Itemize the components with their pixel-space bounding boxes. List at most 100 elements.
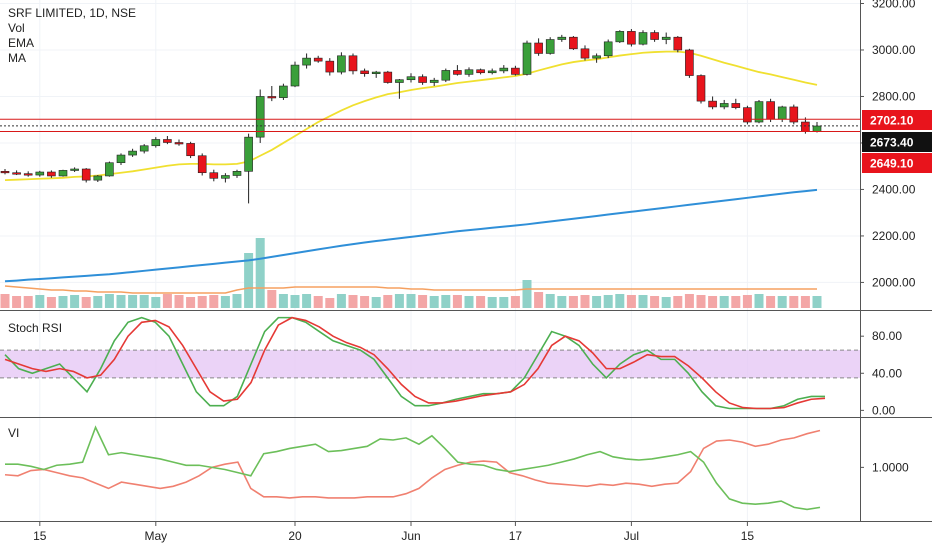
candle-body <box>244 136 253 172</box>
candle <box>650 30 659 42</box>
candle-body <box>0 171 10 174</box>
stoch-d-line <box>4 316 826 410</box>
vi-plus-line <box>5 425 821 511</box>
legend-vol[interactable]: Vol <box>8 21 25 35</box>
price-tick-label: 3000.00 <box>872 43 916 57</box>
candle-body <box>534 42 543 54</box>
candle-body <box>731 103 741 108</box>
candle <box>603 39 613 59</box>
volume-bar <box>777 296 787 308</box>
candle-body <box>673 36 683 51</box>
stoch-rsi-label[interactable]: Stoch RSI <box>8 321 63 335</box>
candle-body <box>418 76 427 83</box>
volume-bar <box>708 296 718 308</box>
symbol-title[interactable]: SRF LIMITED, 1D, NSE <box>8 6 137 20</box>
volume-bar <box>360 296 370 308</box>
candle <box>139 144 149 154</box>
vi-label[interactable]: VI <box>8 426 20 440</box>
volume-bar <box>313 296 323 308</box>
candle-body <box>696 75 706 102</box>
stoch-tick-label: 0.00 <box>872 403 896 417</box>
volume-bar <box>476 296 486 308</box>
volume-bar <box>267 290 277 308</box>
candle-body <box>290 64 300 87</box>
candle-body <box>348 55 358 72</box>
volume-bar <box>162 294 172 308</box>
price-tag-box <box>862 132 932 152</box>
candle <box>395 79 404 99</box>
volume-bar <box>742 295 752 308</box>
candle-body <box>186 143 195 157</box>
legend-ema[interactable]: EMA <box>8 36 35 50</box>
candle-body <box>719 103 729 108</box>
candle-body <box>406 76 416 81</box>
ema-line <box>4 50 818 182</box>
volume-bar <box>35 295 45 308</box>
candle-body <box>569 36 578 50</box>
candle-body <box>487 70 497 74</box>
candle <box>766 98 775 123</box>
volume-bar <box>580 295 590 308</box>
time-tick-label: Jul <box>624 529 639 543</box>
volume-bar <box>603 295 613 308</box>
candle <box>302 53 311 69</box>
candle-body <box>789 106 799 123</box>
legend-ma[interactable]: MA <box>8 51 26 65</box>
candle-body <box>557 36 567 40</box>
candle <box>673 36 683 53</box>
volume-bar <box>638 295 648 308</box>
time-tick-label: Jun <box>401 529 420 543</box>
candle <box>580 45 590 61</box>
candle <box>93 175 103 183</box>
candle <box>661 32 671 45</box>
volume-bar <box>220 296 230 308</box>
candle-body <box>337 55 346 73</box>
volume-bar <box>766 296 776 308</box>
candle-body <box>116 154 126 164</box>
candle-body <box>801 121 810 132</box>
candle-body <box>592 55 601 59</box>
candle-body <box>685 49 694 76</box>
candle <box>569 36 578 50</box>
volume-bar <box>23 296 33 308</box>
candle-body <box>325 60 335 73</box>
volume-bar <box>499 297 509 308</box>
time-tick-label: 15 <box>33 529 47 543</box>
candle-body <box>453 70 462 75</box>
candle <box>487 68 497 75</box>
candle-body <box>139 145 149 152</box>
vi-minus-line <box>4 429 821 499</box>
volume-bar <box>452 295 462 308</box>
price-tag-label: 2649.10 <box>870 157 914 171</box>
volume-bar <box>116 295 126 308</box>
volume-bar <box>592 296 602 308</box>
candle <box>743 105 752 125</box>
candle <box>441 68 451 83</box>
candle <box>418 74 427 85</box>
volume-bar <box>615 294 625 308</box>
candle <box>186 141 195 159</box>
candle-body <box>580 48 590 59</box>
candle <box>627 29 636 47</box>
candle <box>534 38 543 56</box>
volume-bar <box>812 296 822 308</box>
candle <box>35 170 45 177</box>
candle <box>511 65 520 76</box>
candle <box>708 96 717 110</box>
candle-body <box>545 39 555 54</box>
volume-bar <box>696 295 706 308</box>
candle-body <box>371 71 381 74</box>
candle <box>221 173 230 183</box>
candle <box>81 168 91 183</box>
candle-body <box>638 32 648 45</box>
volume-bar <box>510 296 520 308</box>
candle <box>383 70 393 84</box>
volume-bar <box>464 296 474 308</box>
volume-bar <box>46 297 56 308</box>
price-tag-label: 2673.40 <box>870 136 914 150</box>
candle <box>232 169 242 178</box>
volume-bar <box>626 295 636 308</box>
candle-body <box>313 57 323 62</box>
price-tick-label: 2400.00 <box>872 182 916 196</box>
